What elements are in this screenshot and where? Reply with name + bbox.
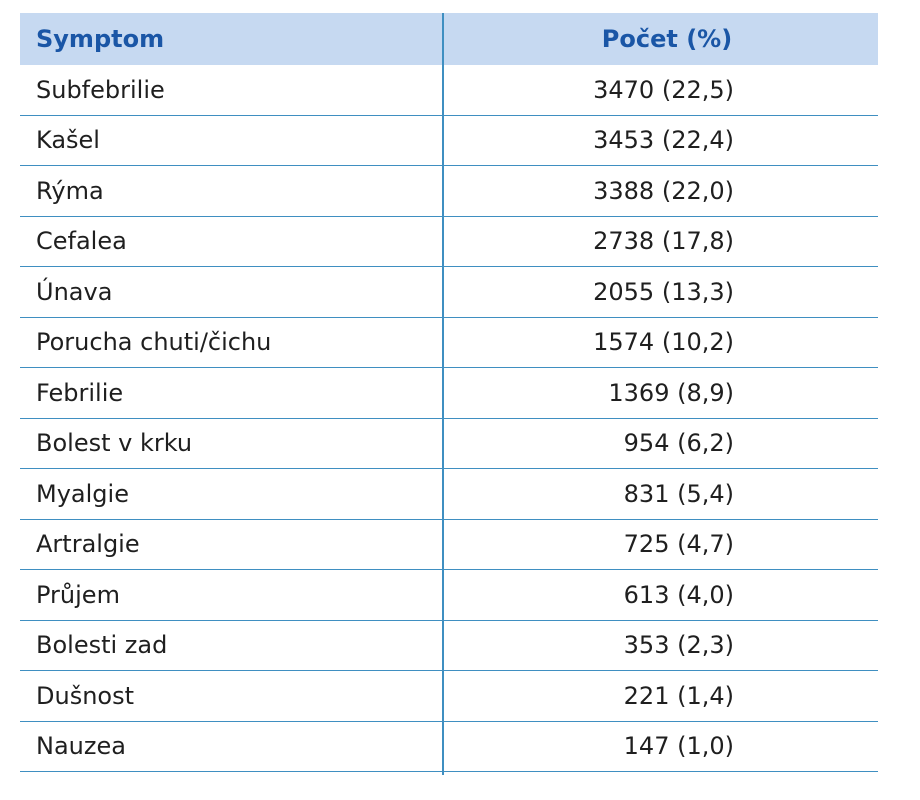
cell-count: 1369 (8,9)	[608, 378, 734, 407]
cell-symptom: Subfebrilie	[36, 75, 165, 104]
cell-symptom: Cefalea	[36, 227, 127, 256]
table-row: Artralgie 725 (4,7)	[20, 520, 878, 570]
table-row: Cefalea 2738 (17,8)	[20, 217, 878, 267]
cell-symptom: Artralgie	[36, 530, 140, 559]
column-divider	[442, 13, 444, 775]
cell-symptom: Nauzea	[36, 732, 126, 761]
table-row: Únava 2055 (13,3)	[20, 267, 878, 318]
cell-count: 221 (1,4)	[623, 681, 734, 710]
table-row: Průjem 613 (4,0)	[20, 570, 878, 621]
cell-count: 1574 (10,2)	[593, 328, 734, 357]
cell-count: 613 (4,0)	[623, 580, 734, 609]
cell-count: 2738 (17,8)	[593, 227, 734, 256]
cell-count: 725 (4,7)	[623, 530, 734, 559]
table-row: Dušnost 221 (1,4)	[20, 671, 878, 722]
cell-symptom: Febrilie	[36, 378, 124, 407]
table-row: Nauzea 147 (1,0)	[20, 722, 878, 772]
cell-symptom: Bolest v krku	[36, 429, 193, 458]
table-row: Subfebrilie 3470 (22,5)	[20, 65, 878, 116]
cell-symptom: Bolesti zad	[36, 631, 168, 660]
cell-count: 3453 (22,4)	[593, 126, 734, 155]
table-row: Kašel 3453 (22,4)	[20, 116, 878, 166]
cell-count: 3388 (22,0)	[593, 176, 734, 205]
cell-count: 2055 (13,3)	[593, 277, 734, 306]
cell-symptom: Myalgie	[36, 479, 129, 508]
table-row: Bolest v krku 954 (6,2)	[20, 419, 878, 469]
header-symptom: Symptom	[36, 25, 165, 53]
symptom-table: Symptom Počet (%) Subfebrilie 3470 (22,5…	[20, 13, 878, 772]
cell-count: 831 (5,4)	[623, 479, 734, 508]
table-row: Rýma 3388 (22,0)	[20, 166, 878, 217]
cell-count: 3470 (22,5)	[593, 75, 734, 104]
header-count: Počet (%)	[601, 25, 733, 53]
table-header: Symptom Počet (%)	[20, 13, 878, 65]
cell-symptom: Porucha chuti/čichu	[36, 328, 272, 357]
cell-symptom: Průjem	[36, 580, 120, 609]
cell-symptom: Kašel	[36, 126, 100, 155]
cell-count: 353 (2,3)	[623, 631, 734, 660]
cell-symptom: Rýma	[36, 176, 104, 205]
cell-count: 954 (6,2)	[623, 429, 734, 458]
table-row: Febrilie 1369 (8,9)	[20, 368, 878, 419]
table-row: Porucha chuti/čichu 1574 (10,2)	[20, 318, 878, 368]
cell-count: 147 (1,0)	[623, 732, 734, 761]
cell-symptom: Dušnost	[36, 681, 135, 710]
cell-symptom: Únava	[36, 277, 113, 306]
table-row: Bolesti zad 353 (2,3)	[20, 621, 878, 671]
table-row: Myalgie 831 (5,4)	[20, 469, 878, 520]
